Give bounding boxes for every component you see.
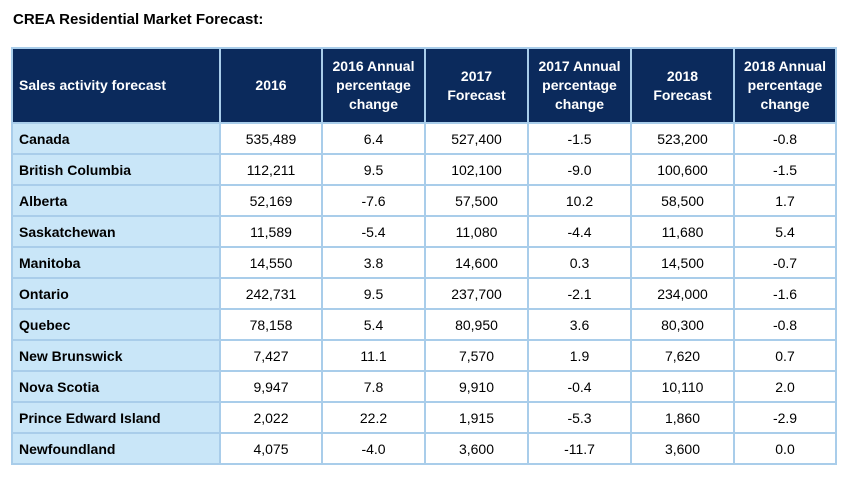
change-2016-cell: 3.8	[321, 246, 426, 279]
region-cell: New Brunswick	[11, 339, 221, 372]
change-2018-cell: 0.7	[733, 339, 837, 372]
forecast-2018-cell: 80,300	[630, 308, 735, 341]
change-2017-cell: 1.9	[527, 339, 632, 372]
forecast-2018-cell: 1,860	[630, 401, 735, 434]
forecast-2018-cell: 14,500	[630, 246, 735, 279]
forecast-2017-cell: 7,570	[424, 339, 529, 372]
change-2018-cell: 5.4	[733, 215, 837, 248]
region-cell: Alberta	[11, 184, 221, 217]
column-header-2018-change: 2018 Annual percentage change	[733, 47, 837, 124]
table-row: Alberta 52,169 -7.6 57,500 10.2 58,500 1.7	[11, 184, 837, 217]
column-header-2016-change: 2016 Annual percentage change	[321, 47, 426, 124]
forecast-2017-cell: 527,400	[424, 122, 529, 155]
table-row: Nova Scotia 9,947 7.8 9,910 -0.4 10,110 2.0	[11, 370, 837, 403]
change-2018-cell: -0.8	[733, 122, 837, 155]
region-cell: Canada	[11, 122, 221, 155]
change-2017-cell: 10.2	[527, 184, 632, 217]
forecast-2017-cell: 102,100	[424, 153, 529, 186]
change-2016-cell: 22.2	[321, 401, 426, 434]
change-2018-cell: -0.7	[733, 246, 837, 279]
forecast-2017-cell: 9,910	[424, 370, 529, 403]
region-cell: Quebec	[11, 308, 221, 341]
region-cell: Manitoba	[11, 246, 221, 279]
sales-2016-cell: 242,731	[219, 277, 323, 310]
change-2016-cell: 11.1	[321, 339, 426, 372]
change-2018-cell: -1.6	[733, 277, 837, 310]
table-row: Ontario 242,731 9.5 237,700 -2.1 234,000 -1.6	[11, 277, 837, 310]
sales-2016-cell: 52,169	[219, 184, 323, 217]
region-cell: Ontario	[11, 277, 221, 310]
header-row: Sales activity forecast 2016 2016 Annual…	[11, 47, 837, 124]
forecast-2017-cell: 237,700	[424, 277, 529, 310]
forecast-table: Sales activity forecast 2016 2016 Annual…	[11, 47, 837, 465]
table-row: Manitoba 14,550 3.8 14,600 0.3 14,500 -0.7	[11, 246, 837, 279]
sales-2016-cell: 4,075	[219, 432, 323, 465]
change-2017-cell: -2.1	[527, 277, 632, 310]
region-cell: British Columbia	[11, 153, 221, 186]
change-2016-cell: 6.4	[321, 122, 426, 155]
forecast-2018-cell: 100,600	[630, 153, 735, 186]
sales-2016-cell: 11,589	[219, 215, 323, 248]
column-header-2017-forecast: 2017 Forecast	[424, 47, 529, 124]
region-cell: Newfoundland	[11, 432, 221, 465]
sales-2016-cell: 112,211	[219, 153, 323, 186]
forecast-2018-cell: 11,680	[630, 215, 735, 248]
change-2016-cell: -4.0	[321, 432, 426, 465]
table-row: New Brunswick 7,427 11.1 7,570 1.9 7,620 0.7	[11, 339, 837, 372]
forecast-2017-cell: 14,600	[424, 246, 529, 279]
forecast-2017-cell: 11,080	[424, 215, 529, 248]
forecast-2017-cell: 57,500	[424, 184, 529, 217]
change-2016-cell: -7.6	[321, 184, 426, 217]
region-cell: Saskatchewan	[11, 215, 221, 248]
column-header-2018-forecast: 2018 Forecast	[630, 47, 735, 124]
page-title: CREA Residential Market Forecast:	[13, 11, 264, 28]
table-row: Newfoundland 4,075 -4.0 3,600 -11.7 3,600 0.0	[11, 432, 837, 465]
change-2018-cell: -0.8	[733, 308, 837, 341]
forecast-2018-cell: 10,110	[630, 370, 735, 403]
forecast-2018-cell: 7,620	[630, 339, 735, 372]
change-2016-cell: 9.5	[321, 153, 426, 186]
region-cell: Prince Edward Island	[11, 401, 221, 434]
change-2018-cell: -1.5	[733, 153, 837, 186]
table-row: Quebec 78,158 5.4 80,950 3.6 80,300 -0.8	[11, 308, 837, 341]
change-2018-cell: -2.9	[733, 401, 837, 434]
sales-2016-cell: 9,947	[219, 370, 323, 403]
forecast-2018-cell: 234,000	[630, 277, 735, 310]
column-header-2017-change: 2017 Annual percentage change	[527, 47, 632, 124]
table-row: British Columbia 112,211 9.5 102,100 -9.0 100…	[11, 153, 837, 186]
change-2017-cell: -11.7	[527, 432, 632, 465]
table-row: Saskatchewan 11,589 -5.4 11,080 -4.4 11,680 5.…	[11, 215, 837, 248]
change-2017-cell: -9.0	[527, 153, 632, 186]
forecast-2018-cell: 523,200	[630, 122, 735, 155]
change-2017-cell: 3.6	[527, 308, 632, 341]
region-cell: Nova Scotia	[11, 370, 221, 403]
change-2018-cell: 1.7	[733, 184, 837, 217]
change-2018-cell: 2.0	[733, 370, 837, 403]
change-2017-cell: -0.4	[527, 370, 632, 403]
change-2018-cell: 0.0	[733, 432, 837, 465]
forecast-2018-cell: 58,500	[630, 184, 735, 217]
column-header-2016: 2016	[219, 47, 323, 124]
change-2016-cell: 7.8	[321, 370, 426, 403]
change-2017-cell: 0.3	[527, 246, 632, 279]
change-2017-cell: -4.4	[527, 215, 632, 248]
table-row: Canada 535,489 6.4 527,400 -1.5 523,200 -0.8	[11, 122, 837, 155]
forecast-2017-cell: 80,950	[424, 308, 529, 341]
forecast-2017-cell: 1,915	[424, 401, 529, 434]
sales-2016-cell: 535,489	[219, 122, 323, 155]
change-2017-cell: -1.5	[527, 122, 632, 155]
change-2016-cell: 9.5	[321, 277, 426, 310]
change-2016-cell: 5.4	[321, 308, 426, 341]
table-body: Canada 535,489 6.4 527,400 -1.5 523,200 -0.8 Br…	[11, 122, 837, 465]
sales-2016-cell: 14,550	[219, 246, 323, 279]
forecast-2017-cell: 3,600	[424, 432, 529, 465]
forecast-2018-cell: 3,600	[630, 432, 735, 465]
sales-2016-cell: 2,022	[219, 401, 323, 434]
column-header-region: Sales activity forecast	[11, 47, 221, 124]
change-2017-cell: -5.3	[527, 401, 632, 434]
sales-2016-cell: 78,158	[219, 308, 323, 341]
table-row: Prince Edward Island 2,022 22.2 1,915 -5.3 1,…	[11, 401, 837, 434]
change-2016-cell: -5.4	[321, 215, 426, 248]
sales-2016-cell: 7,427	[219, 339, 323, 372]
